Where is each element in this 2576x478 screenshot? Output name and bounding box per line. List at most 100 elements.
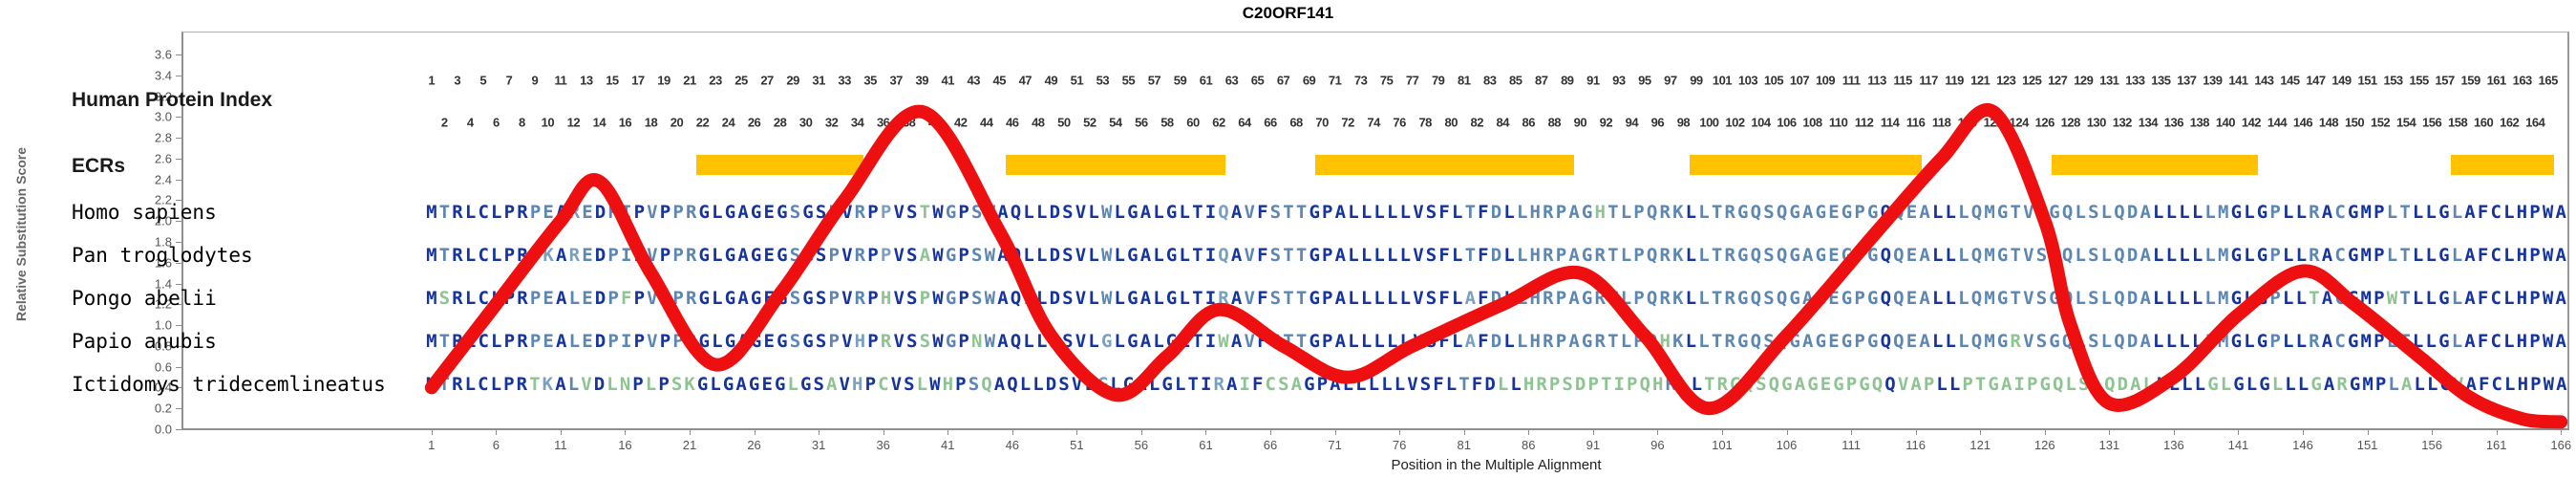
residue: G [1127,331,1139,352]
residue: L [1685,202,1697,223]
residue: P [607,245,619,266]
x-tick-mark [2238,430,2240,435]
residue: L [464,202,477,223]
residue: L [1387,331,1398,352]
protein-index-number: 68 [1289,115,1303,130]
residue: L [1023,202,1034,223]
residue: L [2295,245,2308,266]
residue: P [503,374,515,395]
protein-index-number: 149 [2331,73,2352,88]
residue: P [503,288,516,309]
residue: G [1841,245,1853,266]
residue: L [1685,288,1697,309]
residue: L [2179,331,2190,352]
residue: Q [2114,288,2125,309]
residue: L [1451,245,1463,266]
residue: P [1316,374,1329,395]
residue: Q [2061,331,2074,352]
residue: A [2140,331,2151,352]
residue: L [1387,245,1398,266]
residue: L [464,331,477,352]
residue: D [1049,288,1061,309]
residue: A [1139,331,1152,352]
residue: M [2360,288,2372,309]
residue: P [1322,331,1333,352]
protein-index-number: 43 [967,73,981,88]
residue: G [750,288,762,309]
residue: T [1711,202,1723,223]
protein-index-number: 160 [2474,115,2494,130]
residue: G [2230,331,2243,352]
residue: L [2153,202,2164,223]
y-tick-mark [176,366,181,368]
residue: L [712,245,723,266]
y-tick-label: 1.6 [154,255,172,271]
residue: T [1295,331,1308,352]
residue: L [1342,374,1354,395]
ecr-region-bar [1006,155,1225,175]
residue: P [1626,374,1638,395]
x-tick-label: 106 [1776,438,1798,452]
residue: W [929,374,941,395]
residue: L [2100,202,2113,223]
y-tick-mark [176,304,181,306]
protein-index-number: 26 [747,115,761,130]
residue: M [426,374,437,395]
residue: S [906,245,918,266]
residue: L [1348,288,1359,309]
residue: L [2165,288,2178,309]
y-tick-mark [176,158,181,160]
residue: L [1360,288,1373,309]
residue: S [1269,245,1282,266]
protein-index-number: 67 [1276,73,1290,88]
residue: S [1763,245,1775,266]
y-tick-label: 2.0 [154,213,172,228]
residue: A [1802,245,1814,266]
residue: L [2451,288,2463,309]
residue: V [841,331,853,352]
residue: G [1841,202,1853,223]
residue: Q [1880,331,1892,352]
residue: Q [1218,245,1229,266]
residue: N [619,374,631,395]
residue: R [1724,202,1735,223]
residue: L [1958,202,1969,223]
residue: Q [1776,331,1788,352]
residue: P [828,202,840,223]
residue: Q [1646,331,1658,352]
residue: Q [1218,202,1229,223]
residue: G [1161,374,1173,395]
residue: L [1348,202,1359,223]
y-tick-label: 0.2 [154,401,172,416]
residue: L [2194,374,2206,395]
residue: M [2218,288,2229,309]
residue: L [1035,331,1048,352]
residue: G [1581,288,1593,309]
residue: A [919,245,931,266]
y-tick-mark [176,221,181,223]
residue: L [2179,202,2190,223]
residue: G [1789,288,1800,309]
residue: W [2542,245,2554,266]
residue: G [2347,245,2359,266]
x-tick-mark [1140,430,1142,435]
residue: V [2023,245,2034,266]
residue: C [478,245,489,266]
residue: T [1704,374,1715,395]
residue: G [1789,245,1800,266]
residue: P [1854,245,1865,266]
residue: Q [1871,374,1884,395]
residue: D [594,288,607,309]
residue: L [2244,245,2255,266]
x-tick-label: 51 [1070,438,1084,452]
residue: G [2256,202,2268,223]
residue: L [2295,288,2308,309]
residue: I [1204,331,1217,352]
residue: L [2075,331,2086,352]
residue: W [932,331,944,352]
protein-index-number: 153 [2383,73,2403,88]
residue: S [1062,202,1074,223]
residue: P [1854,288,1865,309]
y-tick-label: 1.0 [154,317,172,333]
